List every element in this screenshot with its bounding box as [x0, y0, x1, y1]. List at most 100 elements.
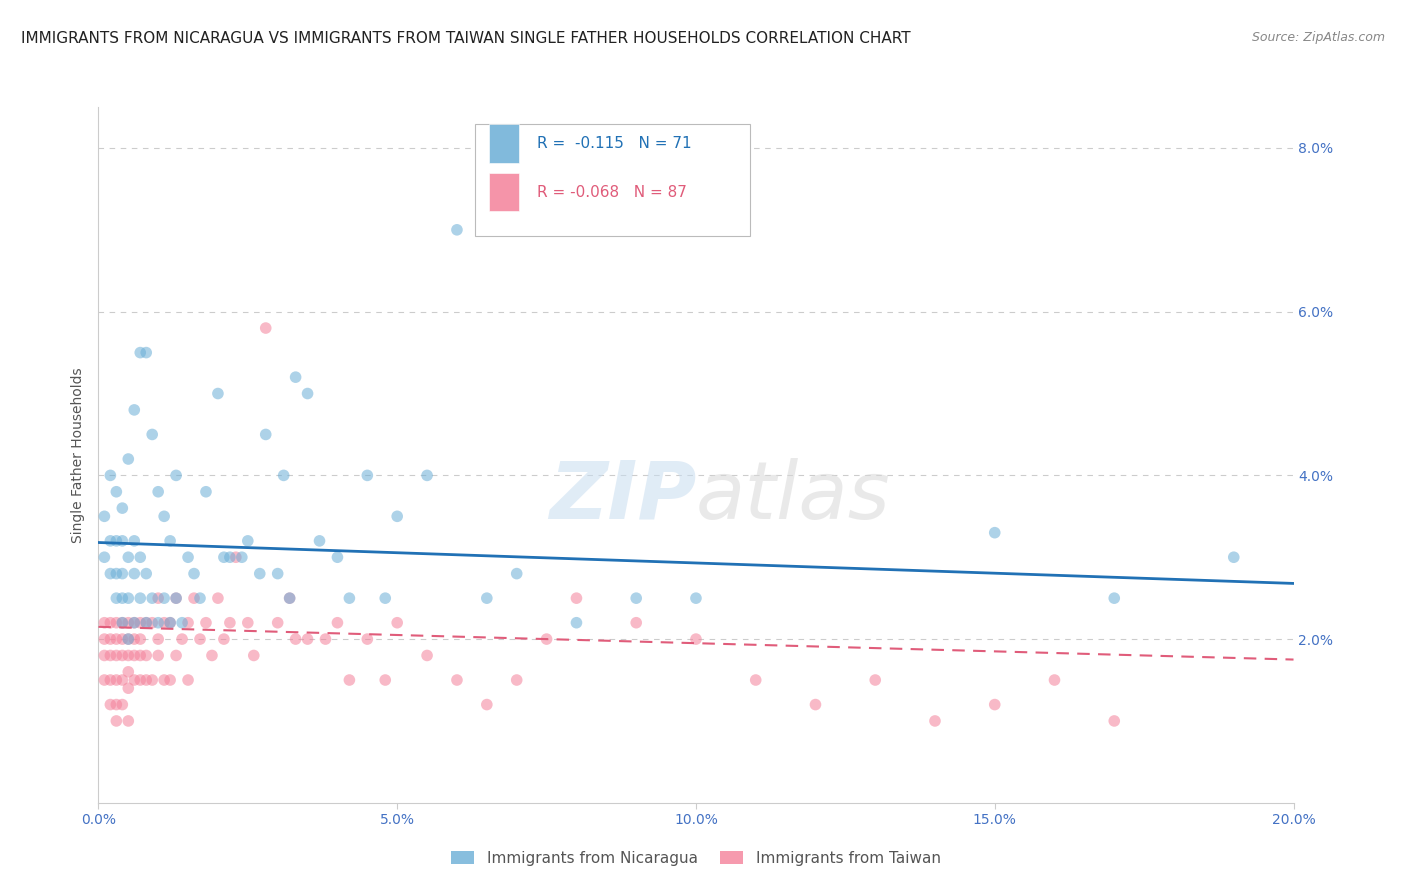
Point	[865, 673, 887, 687]
Point	[804, 698, 827, 712]
Point	[135, 673, 157, 687]
Y-axis label: Single Father Households: Single Father Households	[72, 368, 86, 542]
Point	[159, 533, 181, 548]
Point	[183, 591, 205, 606]
Point	[626, 591, 648, 606]
Point	[129, 550, 152, 565]
Point	[159, 615, 181, 630]
Point	[177, 673, 200, 687]
Point	[129, 591, 152, 606]
Point	[111, 648, 134, 663]
Point	[117, 452, 139, 467]
Point	[416, 648, 439, 663]
Text: atlas: atlas	[696, 458, 891, 536]
Point	[148, 632, 170, 646]
Point	[165, 468, 187, 483]
Point	[374, 591, 396, 606]
Point	[93, 615, 115, 630]
Point	[98, 615, 122, 630]
Point	[98, 698, 122, 712]
Point	[93, 632, 115, 646]
Point	[236, 533, 259, 548]
Text: R = -0.068   N = 87: R = -0.068 N = 87	[537, 185, 688, 200]
Point	[111, 673, 134, 687]
Point	[124, 615, 146, 630]
Point	[129, 615, 152, 630]
Point	[148, 484, 170, 499]
Point	[236, 615, 259, 630]
Point	[172, 632, 194, 646]
Point	[195, 615, 218, 630]
Point	[105, 533, 128, 548]
Point	[105, 566, 128, 581]
Point	[195, 484, 218, 499]
Point	[135, 345, 157, 359]
Point	[148, 615, 170, 630]
Point	[225, 550, 247, 565]
Point	[159, 673, 181, 687]
Point	[278, 591, 301, 606]
Point	[165, 591, 187, 606]
Point	[1223, 550, 1246, 565]
FancyBboxPatch shape	[489, 124, 519, 162]
Point	[129, 632, 152, 646]
Point	[565, 615, 588, 630]
Point	[98, 673, 122, 687]
Point	[254, 321, 277, 335]
Point	[267, 615, 290, 630]
Point	[159, 615, 181, 630]
Point	[129, 648, 152, 663]
Point	[278, 591, 301, 606]
Point	[111, 566, 134, 581]
Point	[385, 615, 409, 630]
Point	[141, 615, 163, 630]
Point	[356, 632, 378, 646]
Point	[267, 566, 290, 581]
Point	[165, 591, 187, 606]
Point	[111, 698, 134, 712]
Point	[117, 632, 139, 646]
Point	[117, 648, 139, 663]
Point	[188, 632, 211, 646]
Point	[105, 484, 128, 499]
Point	[135, 615, 157, 630]
Point	[284, 632, 307, 646]
Point	[153, 615, 176, 630]
Point	[117, 632, 139, 646]
Point	[172, 615, 194, 630]
Point	[105, 615, 128, 630]
Point	[565, 591, 588, 606]
Point	[98, 648, 122, 663]
Point	[231, 550, 253, 565]
Point	[685, 632, 707, 646]
Point	[105, 648, 128, 663]
Point	[93, 648, 115, 663]
Point	[273, 468, 295, 483]
Point	[111, 615, 134, 630]
Point	[105, 698, 128, 712]
Point	[98, 632, 122, 646]
Point	[297, 632, 319, 646]
Point	[141, 427, 163, 442]
Point	[685, 591, 707, 606]
Point	[93, 509, 115, 524]
Point	[148, 591, 170, 606]
Point	[135, 615, 157, 630]
Point	[297, 386, 319, 401]
Point	[93, 673, 115, 687]
Point	[207, 386, 229, 401]
Point	[111, 615, 134, 630]
Point	[124, 566, 146, 581]
FancyBboxPatch shape	[475, 124, 749, 235]
Point	[475, 698, 498, 712]
Point	[446, 223, 468, 237]
Point	[183, 566, 205, 581]
Point	[339, 591, 361, 606]
FancyBboxPatch shape	[489, 173, 519, 211]
Point	[308, 533, 330, 548]
Point	[153, 673, 176, 687]
Point	[135, 566, 157, 581]
Point	[506, 566, 529, 581]
Point	[124, 615, 146, 630]
Point	[124, 673, 146, 687]
